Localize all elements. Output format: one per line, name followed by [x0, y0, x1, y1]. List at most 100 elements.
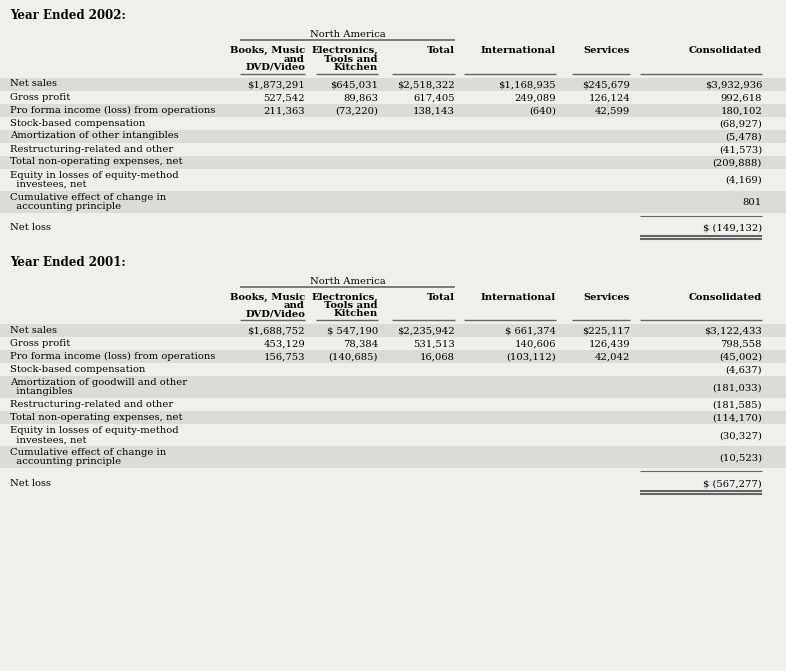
Text: Stock-based compensation: Stock-based compensation — [10, 119, 145, 127]
Text: Books, Music: Books, Music — [230, 293, 305, 301]
Text: Total: Total — [427, 46, 455, 55]
Text: Total non-operating expenses, net: Total non-operating expenses, net — [10, 413, 182, 422]
Text: $ 547,190: $ 547,190 — [327, 327, 378, 336]
Text: Tools and: Tools and — [325, 301, 378, 310]
Text: (45,002): (45,002) — [719, 353, 762, 362]
Text: 527,542: 527,542 — [263, 93, 305, 103]
Bar — [0, 350, 786, 363]
Text: 42,042: 42,042 — [595, 353, 630, 362]
Text: $1,873,291: $1,873,291 — [248, 81, 305, 89]
Text: 211,363: 211,363 — [263, 107, 305, 115]
Text: Books, Music: Books, Music — [230, 46, 305, 55]
Text: 126,124: 126,124 — [588, 93, 630, 103]
Text: (4,637): (4,637) — [725, 366, 762, 375]
Bar — [0, 91, 786, 103]
Text: Equity in losses of equity-method: Equity in losses of equity-method — [10, 426, 178, 435]
Text: 126,439: 126,439 — [589, 340, 630, 349]
Text: International: International — [481, 293, 556, 301]
Text: (5,478): (5,478) — [725, 132, 762, 142]
Text: 138,143: 138,143 — [413, 107, 455, 115]
Text: Year Ended 2002:: Year Ended 2002: — [10, 9, 126, 22]
Text: 992,618: 992,618 — [721, 93, 762, 103]
Text: DVD/Video: DVD/Video — [245, 309, 305, 319]
Text: $3,122,433: $3,122,433 — [704, 327, 762, 336]
Text: 801: 801 — [743, 198, 762, 207]
Bar — [0, 424, 786, 446]
Text: Restructuring-related and other: Restructuring-related and other — [10, 400, 173, 409]
Text: Services: Services — [584, 46, 630, 55]
Text: (103,112): (103,112) — [506, 353, 556, 362]
Text: Net loss: Net loss — [10, 479, 51, 488]
Text: $225,117: $225,117 — [582, 327, 630, 336]
Text: (181,033): (181,033) — [712, 383, 762, 393]
Bar — [0, 156, 786, 168]
Bar — [0, 221, 786, 234]
Text: Consolidated: Consolidated — [689, 293, 762, 301]
Text: 42,599: 42,599 — [595, 107, 630, 115]
Text: $245,679: $245,679 — [582, 81, 630, 89]
Text: 156,753: 156,753 — [263, 353, 305, 362]
Text: Gross profit: Gross profit — [10, 93, 70, 101]
Text: $645,031: $645,031 — [330, 81, 378, 89]
Text: (114,170): (114,170) — [712, 414, 762, 423]
Bar — [0, 191, 786, 213]
Text: Total: Total — [427, 293, 455, 301]
Text: (73,220): (73,220) — [335, 107, 378, 115]
Text: North America: North America — [310, 30, 385, 39]
Bar — [0, 446, 786, 468]
Text: Stock-based compensation: Stock-based compensation — [10, 365, 145, 374]
Text: Pro forma income (loss) from operations: Pro forma income (loss) from operations — [10, 105, 215, 115]
Text: 16,068: 16,068 — [420, 353, 455, 362]
Text: Kitchen: Kitchen — [334, 309, 378, 319]
Text: Gross profit: Gross profit — [10, 339, 70, 348]
Text: Consolidated: Consolidated — [689, 46, 762, 55]
Text: Net loss: Net loss — [10, 223, 51, 232]
Text: (140,685): (140,685) — [329, 353, 378, 362]
Text: $1,168,935: $1,168,935 — [498, 81, 556, 89]
Text: and: and — [284, 301, 305, 310]
Text: investees, net: investees, net — [10, 180, 86, 189]
Text: 617,405: 617,405 — [413, 93, 455, 103]
Text: 180,102: 180,102 — [720, 107, 762, 115]
Text: 140,606: 140,606 — [515, 340, 556, 349]
Text: Net sales: Net sales — [10, 326, 57, 335]
Text: Year Ended 2001:: Year Ended 2001: — [10, 256, 126, 268]
Text: 798,558: 798,558 — [721, 340, 762, 349]
Text: $3,932,936: $3,932,936 — [704, 81, 762, 89]
Text: (30,327): (30,327) — [719, 431, 762, 440]
Text: 453,129: 453,129 — [263, 340, 305, 349]
Text: Electronics,: Electronics, — [311, 46, 378, 55]
Text: Total non-operating expenses, net: Total non-operating expenses, net — [10, 158, 182, 166]
Text: Cumulative effect of change in: Cumulative effect of change in — [10, 448, 167, 457]
Text: accounting principle: accounting principle — [10, 458, 121, 466]
Bar — [0, 168, 786, 191]
Text: (640): (640) — [529, 107, 556, 115]
Text: $ 661,374: $ 661,374 — [505, 327, 556, 336]
Bar — [0, 411, 786, 424]
Text: accounting principle: accounting principle — [10, 202, 121, 211]
Text: investees, net: investees, net — [10, 435, 86, 444]
Text: $2,518,322: $2,518,322 — [398, 81, 455, 89]
Text: 89,863: 89,863 — [343, 93, 378, 103]
Text: Restructuring-related and other: Restructuring-related and other — [10, 144, 173, 154]
Bar — [0, 477, 786, 490]
Bar — [0, 130, 786, 142]
Text: Kitchen: Kitchen — [334, 63, 378, 72]
Text: Amortization of other intangibles: Amortization of other intangibles — [10, 132, 178, 140]
Text: North America: North America — [310, 276, 385, 285]
Text: 249,089: 249,089 — [514, 93, 556, 103]
Text: (68,927): (68,927) — [719, 119, 762, 128]
Text: $ (149,132): $ (149,132) — [703, 223, 762, 232]
Text: Amortization of goodwill and other: Amortization of goodwill and other — [10, 378, 187, 387]
Bar — [0, 77, 786, 91]
Text: 78,384: 78,384 — [343, 340, 378, 349]
Text: (10,523): (10,523) — [719, 454, 762, 462]
Bar — [0, 103, 786, 117]
Text: Net sales: Net sales — [10, 79, 57, 89]
Text: $2,235,942: $2,235,942 — [398, 327, 455, 336]
Text: Tools and: Tools and — [325, 54, 378, 64]
Bar — [0, 337, 786, 350]
Text: $ (567,277): $ (567,277) — [703, 479, 762, 488]
Text: Cumulative effect of change in: Cumulative effect of change in — [10, 193, 167, 201]
Bar — [0, 117, 786, 130]
